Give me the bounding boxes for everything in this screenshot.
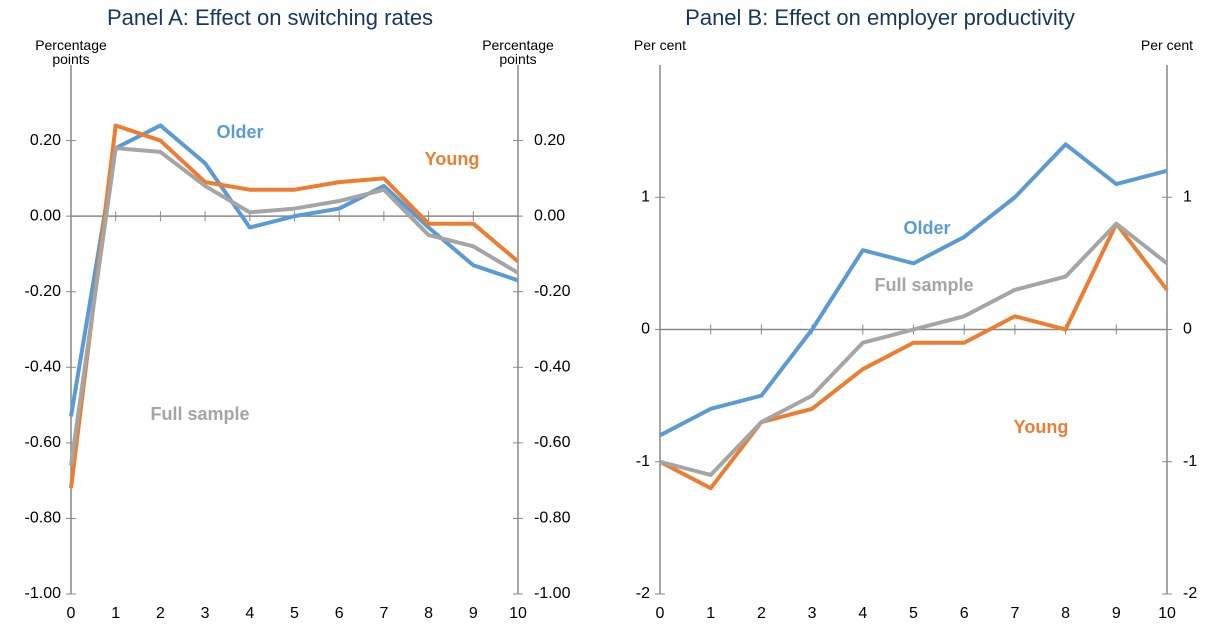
- chart-title: Panel B: Effect on employer productivity: [685, 5, 1075, 30]
- x-tick-label: 6: [335, 605, 344, 622]
- x-tick-label: 1: [706, 605, 715, 622]
- x-tick-label: 6: [960, 605, 969, 622]
- x-tick-label: 8: [1061, 605, 1070, 622]
- x-tick-label: 3: [201, 605, 210, 622]
- y-tick-label: -0.60: [25, 434, 62, 451]
- series-label: Older: [903, 218, 950, 238]
- y-tick-label: -1.00: [25, 585, 62, 602]
- x-tick-label: 2: [156, 605, 165, 622]
- x-tick-label: 4: [245, 605, 254, 622]
- y-tick-label: -0.20: [25, 283, 62, 300]
- series-line: [659, 221, 1169, 477]
- x-tick-label: 10: [1158, 605, 1176, 622]
- x-tick-label: 5: [290, 605, 299, 622]
- y-tick-label: -1: [636, 453, 650, 470]
- y2-tick-label: 0.20: [534, 132, 565, 149]
- x-tick-label: 3: [808, 605, 817, 622]
- x-tick-label: 2: [757, 605, 766, 622]
- y-tick-label: -0.40: [25, 359, 62, 376]
- y-tick-label: 0.20: [30, 132, 61, 149]
- y2-tick-label: 1: [1183, 188, 1192, 205]
- y-tick-label: -2: [636, 585, 650, 602]
- x-tick-label: 0: [67, 605, 76, 622]
- y-tick-label: 0.00: [30, 207, 61, 224]
- series-line: [69, 146, 520, 466]
- x-tick-label: 7: [379, 605, 388, 622]
- series-line: [659, 221, 1169, 491]
- x-tick-label: 9: [1112, 605, 1121, 622]
- series-label: Young: [425, 149, 480, 169]
- y2-tick-label: -1: [1183, 453, 1197, 470]
- y2-tick-label: -0.80: [534, 510, 571, 527]
- y2-tick-label: 0.00: [534, 207, 565, 224]
- x-tick-label: 10: [509, 605, 527, 622]
- series-label: Full sample: [150, 404, 249, 424]
- x-tick-label: 1: [111, 605, 120, 622]
- y2-tick-label: -2: [1183, 585, 1197, 602]
- y2-axis-label: Percentage points: [482, 37, 554, 67]
- y2-axis-label: Per cent: [1140, 37, 1194, 53]
- y2-tick-label: 0: [1183, 321, 1192, 338]
- series-label: Older: [216, 122, 263, 142]
- x-tick-label: 9: [469, 605, 478, 622]
- x-tick-label: 8: [424, 605, 433, 622]
- y-axis-label: Per cent: [633, 37, 687, 53]
- y2-tick-label: -0.40: [534, 359, 571, 376]
- y-tick-label: 0: [641, 321, 650, 338]
- y-axis-label: Percentage points: [35, 37, 107, 67]
- y-tick-label: 1: [641, 188, 650, 205]
- y-tick-label: -0.80: [25, 510, 62, 527]
- y2-tick-label: -1.00: [534, 585, 571, 602]
- x-tick-label: 0: [656, 605, 665, 622]
- x-tick-label: 4: [858, 605, 867, 622]
- chart-title: Panel A: Effect on switching rates: [107, 5, 433, 30]
- y2-tick-label: -0.60: [534, 434, 571, 451]
- series-label: Full sample: [874, 275, 973, 295]
- series-label: Young: [1014, 417, 1069, 437]
- series-line: [69, 123, 519, 417]
- x-tick-label: 5: [909, 605, 918, 622]
- series-line: [659, 142, 1168, 438]
- x-tick-label: 7: [1010, 605, 1019, 622]
- series-line: [69, 123, 520, 489]
- y2-tick-label: -0.20: [534, 283, 571, 300]
